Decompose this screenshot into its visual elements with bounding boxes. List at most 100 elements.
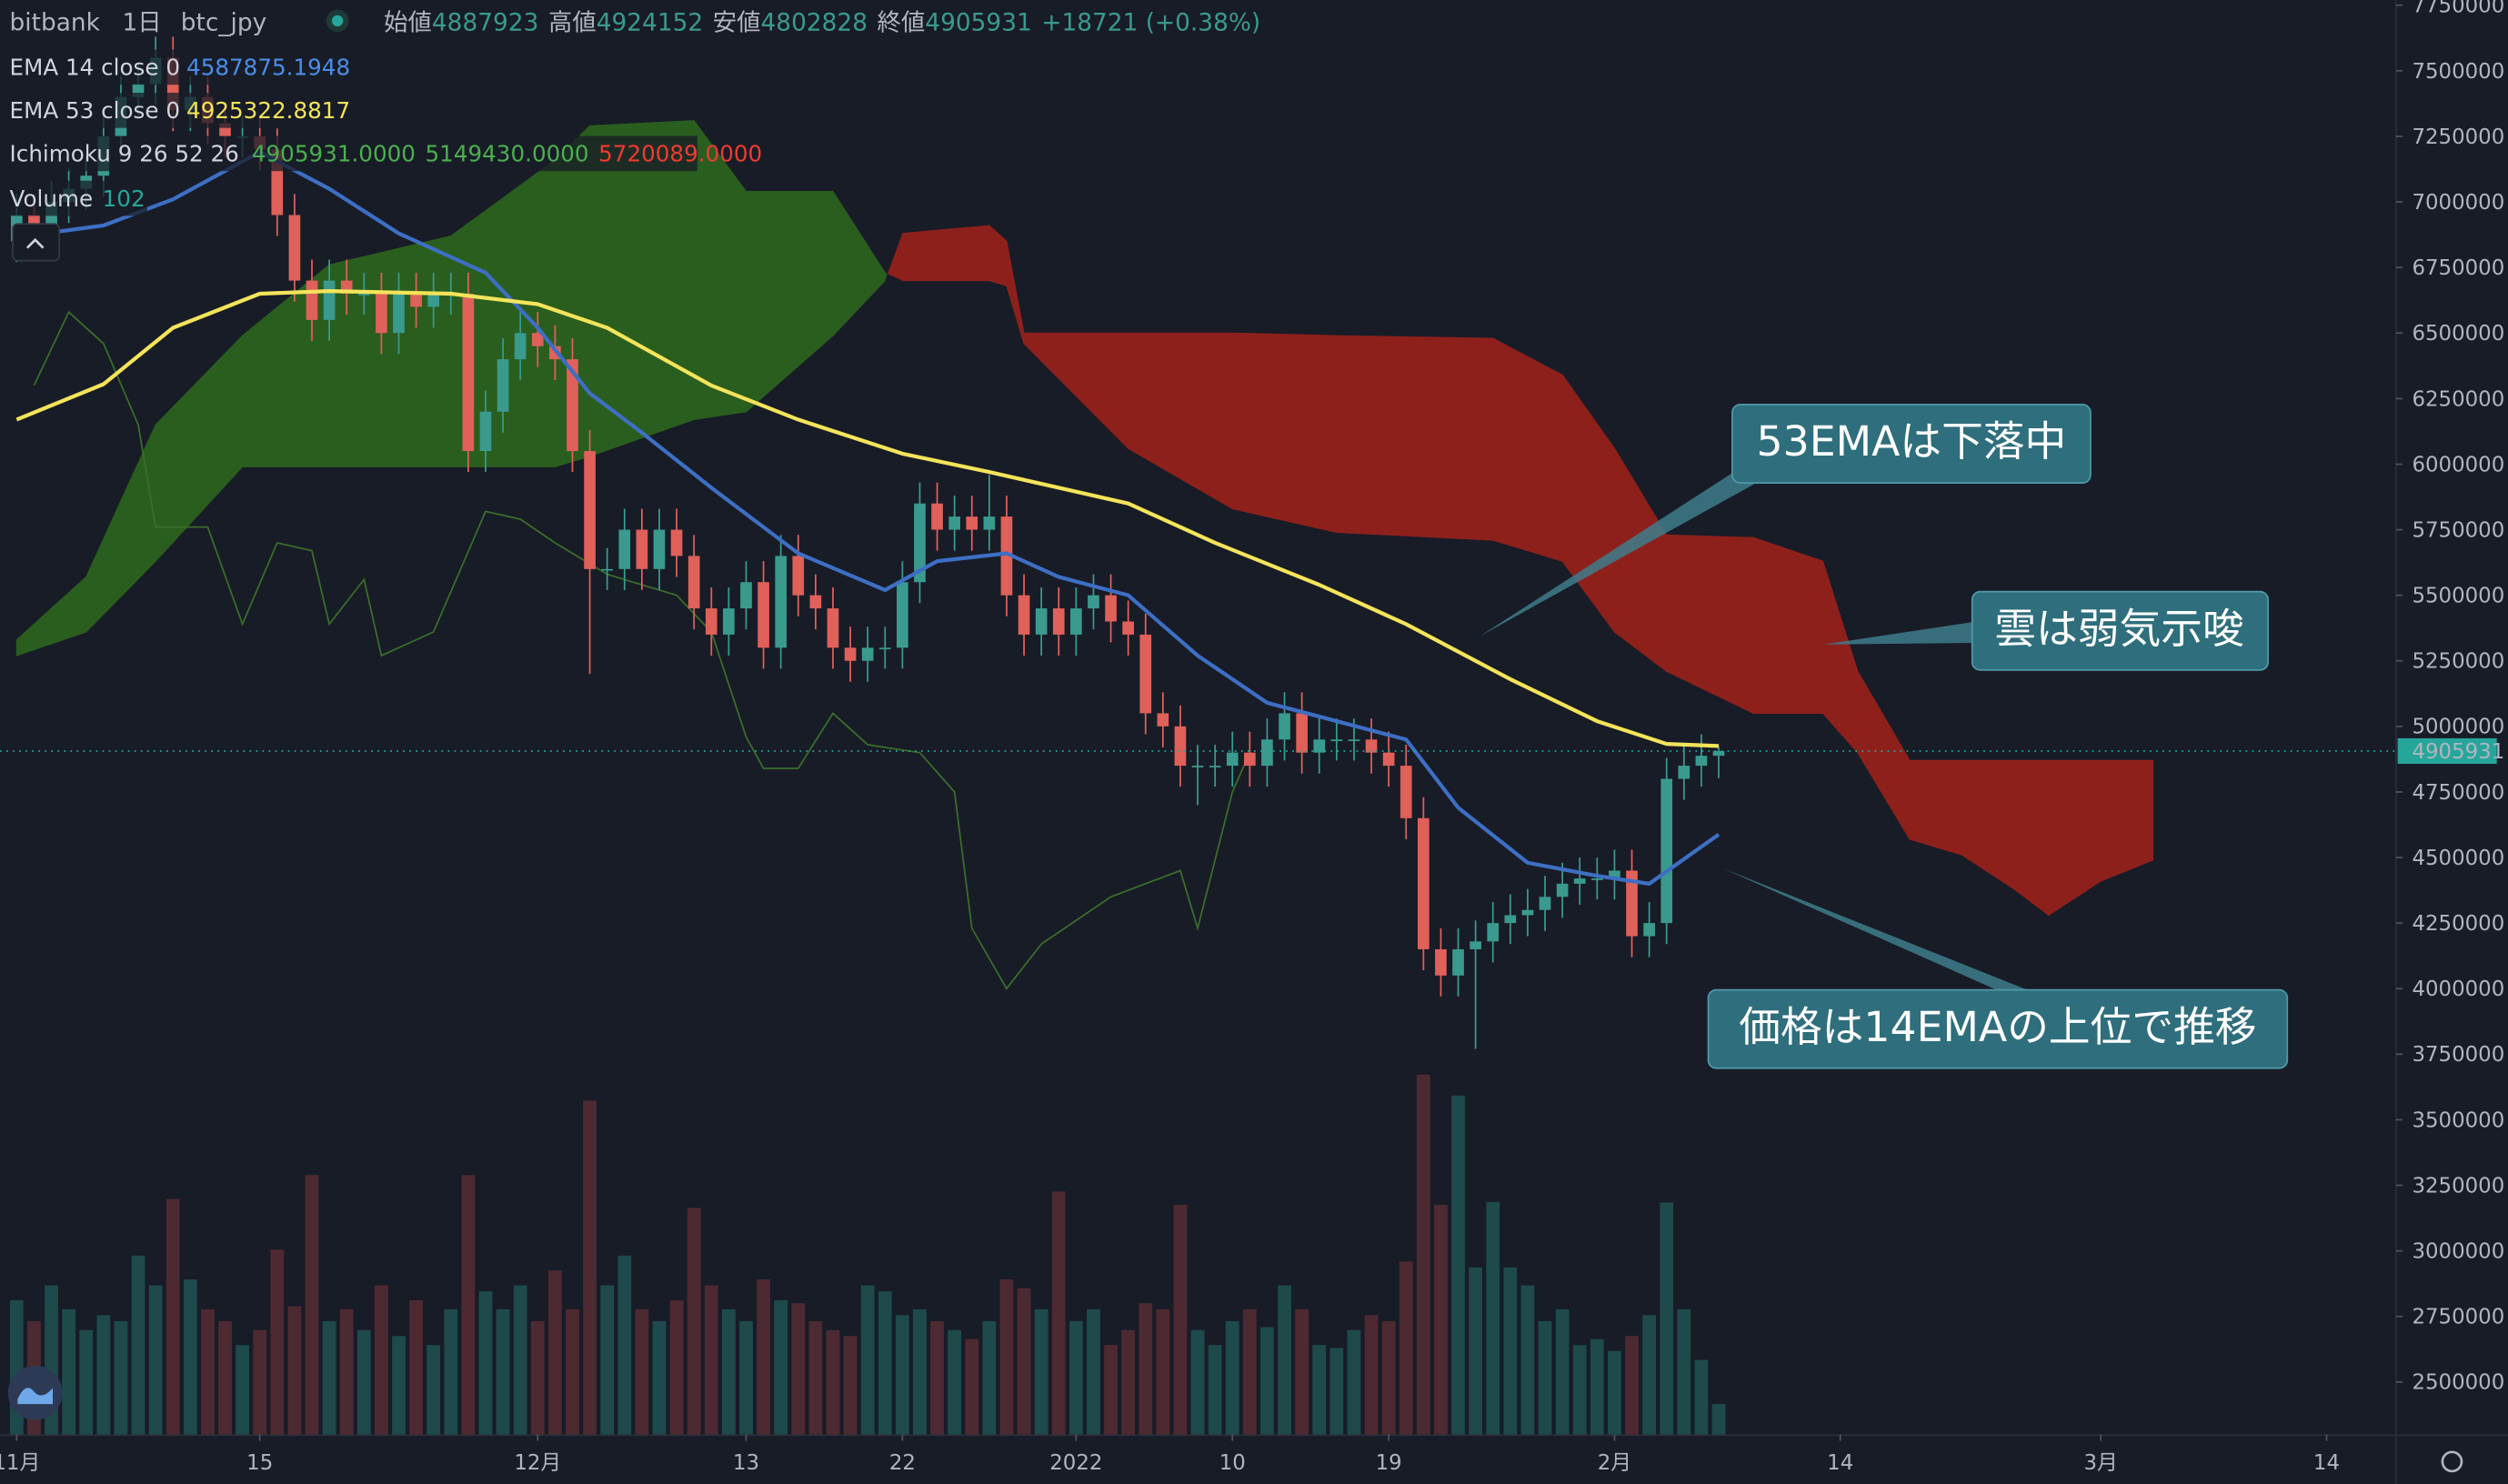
volume-bar: [339, 1309, 354, 1435]
candle-body: [1244, 752, 1256, 767]
volume-bar: [1520, 1285, 1535, 1435]
volume-bar: [1572, 1345, 1587, 1435]
volume-bar: [704, 1285, 718, 1435]
candle-body: [1018, 595, 1030, 635]
volume-bar: [948, 1329, 962, 1435]
candle-body: [636, 529, 648, 569]
logo[interactable]: [7, 1365, 63, 1420]
y-tick-label: 4750000: [2412, 781, 2504, 805]
candle-body: [1052, 608, 1065, 635]
volume-bar: [965, 1339, 979, 1435]
candle-body: [653, 529, 666, 569]
candle-body: [1157, 713, 1169, 727]
cloud-segment: [901, 225, 990, 282]
y-tick-label: 4000000: [2412, 978, 2504, 1001]
cloud-segment: [1752, 536, 1824, 714]
volume-bar: [1660, 1202, 1674, 1435]
legend-name: Ichimoku 9 26 52 26: [10, 141, 239, 167]
candle-body: [1365, 739, 1378, 753]
callout-box: [1971, 590, 2270, 671]
y-tick-label: 6000000: [2412, 453, 2504, 476]
candle-body: [1452, 948, 1464, 976]
last-price-box: [2397, 737, 2497, 765]
low-label: 安値: [713, 9, 761, 36]
ohlc-info: 始値4887923 高値4924152 安値4802828 終値4905931 +187…: [384, 9, 1260, 36]
cloud-segment: [885, 272, 888, 281]
volume-bar: [1555, 1309, 1570, 1435]
candle-body: [531, 333, 544, 346]
volume-bar: [530, 1320, 545, 1435]
volume-bar: [1190, 1329, 1205, 1435]
x-tick-label: 2022: [1049, 1451, 1102, 1475]
volume-bar: [1590, 1339, 1604, 1435]
y-tick-label: 3000000: [2412, 1240, 2504, 1264]
y-tick-label: 2750000: [2412, 1306, 2504, 1329]
cloud-segment: [1909, 759, 1962, 856]
volume-bar: [1347, 1329, 1361, 1435]
candle-body: [584, 451, 596, 569]
x-tick-label: 14: [1827, 1451, 1853, 1475]
candle-body: [1330, 739, 1343, 742]
x-tick-label: 19: [1376, 1451, 1402, 1475]
candle-body: [1191, 766, 1204, 767]
low-value: 4802828: [761, 9, 868, 36]
ema-line: [16, 150, 1720, 886]
volume-bar: [1260, 1327, 1274, 1435]
candle-body: [1643, 923, 1655, 937]
callout-pointer: [1480, 464, 1757, 637]
high-value: 4924152: [597, 9, 703, 36]
candle-body: [1122, 621, 1134, 635]
y-tick-label: 7500000: [2412, 60, 2504, 84]
y-tick-label: 6750000: [2412, 256, 2504, 280]
candle-body: [1435, 948, 1447, 976]
high-label: 高値: [548, 9, 597, 36]
legend-bg: [3, 180, 147, 216]
candle-body: [1539, 897, 1551, 910]
volume-bar: [774, 1299, 788, 1435]
volume-bar: [1434, 1205, 1448, 1435]
settings-icon[interactable]: [2441, 1450, 2463, 1473]
volume-bar: [1381, 1320, 1396, 1435]
y-tick-label: 7250000: [2412, 125, 2504, 149]
volume-bar: [1469, 1267, 1483, 1435]
candle-body: [1382, 752, 1395, 767]
volume-bar: [600, 1285, 615, 1435]
volume-bar: [96, 1315, 111, 1435]
candle-body: [618, 529, 631, 569]
legend-value: 4587875.1948: [186, 55, 350, 81]
candle-body: [1487, 923, 1500, 942]
volume-bar: [1642, 1315, 1657, 1435]
candle-body: [1556, 883, 1569, 897]
volume-bar: [496, 1309, 510, 1435]
volume-bar: [253, 1329, 267, 1435]
candle-body: [1660, 778, 1673, 924]
volume-bar: [669, 1299, 684, 1435]
y-tick-label: 6500000: [2412, 322, 2504, 346]
open-value: 4887923: [432, 9, 538, 36]
open-label: 始値: [384, 9, 432, 36]
volume-bar: [1156, 1309, 1170, 1435]
candle-body: [1088, 595, 1099, 609]
volume-bar: [1451, 1095, 1465, 1435]
volume-bar: [375, 1285, 388, 1435]
candle-body: [809, 595, 822, 609]
volume-bar: [1608, 1350, 1621, 1435]
candle-body: [1626, 870, 1638, 937]
candle-body: [966, 516, 978, 530]
y-tick-label: 5250000: [2412, 650, 2504, 674]
legend-entry: Volume 102: [10, 186, 145, 212]
y-tick-label: 4500000: [2412, 847, 2504, 870]
y-tick-label: 7750000: [2412, 0, 2504, 18]
candle-body: [1399, 766, 1412, 818]
x-tick-label: 22: [889, 1451, 916, 1475]
logo-icon: [17, 1388, 54, 1405]
candle-body: [462, 293, 475, 452]
close-value: 4905931: [925, 9, 1031, 36]
callout-text: 53EMAは下落中: [1757, 417, 2067, 466]
legend-value: 5720089.0000: [598, 141, 762, 167]
cloud-segment: [1492, 337, 1563, 562]
volume-bar: [444, 1309, 458, 1435]
candle-body: [983, 516, 996, 530]
volume-bar: [461, 1175, 476, 1435]
